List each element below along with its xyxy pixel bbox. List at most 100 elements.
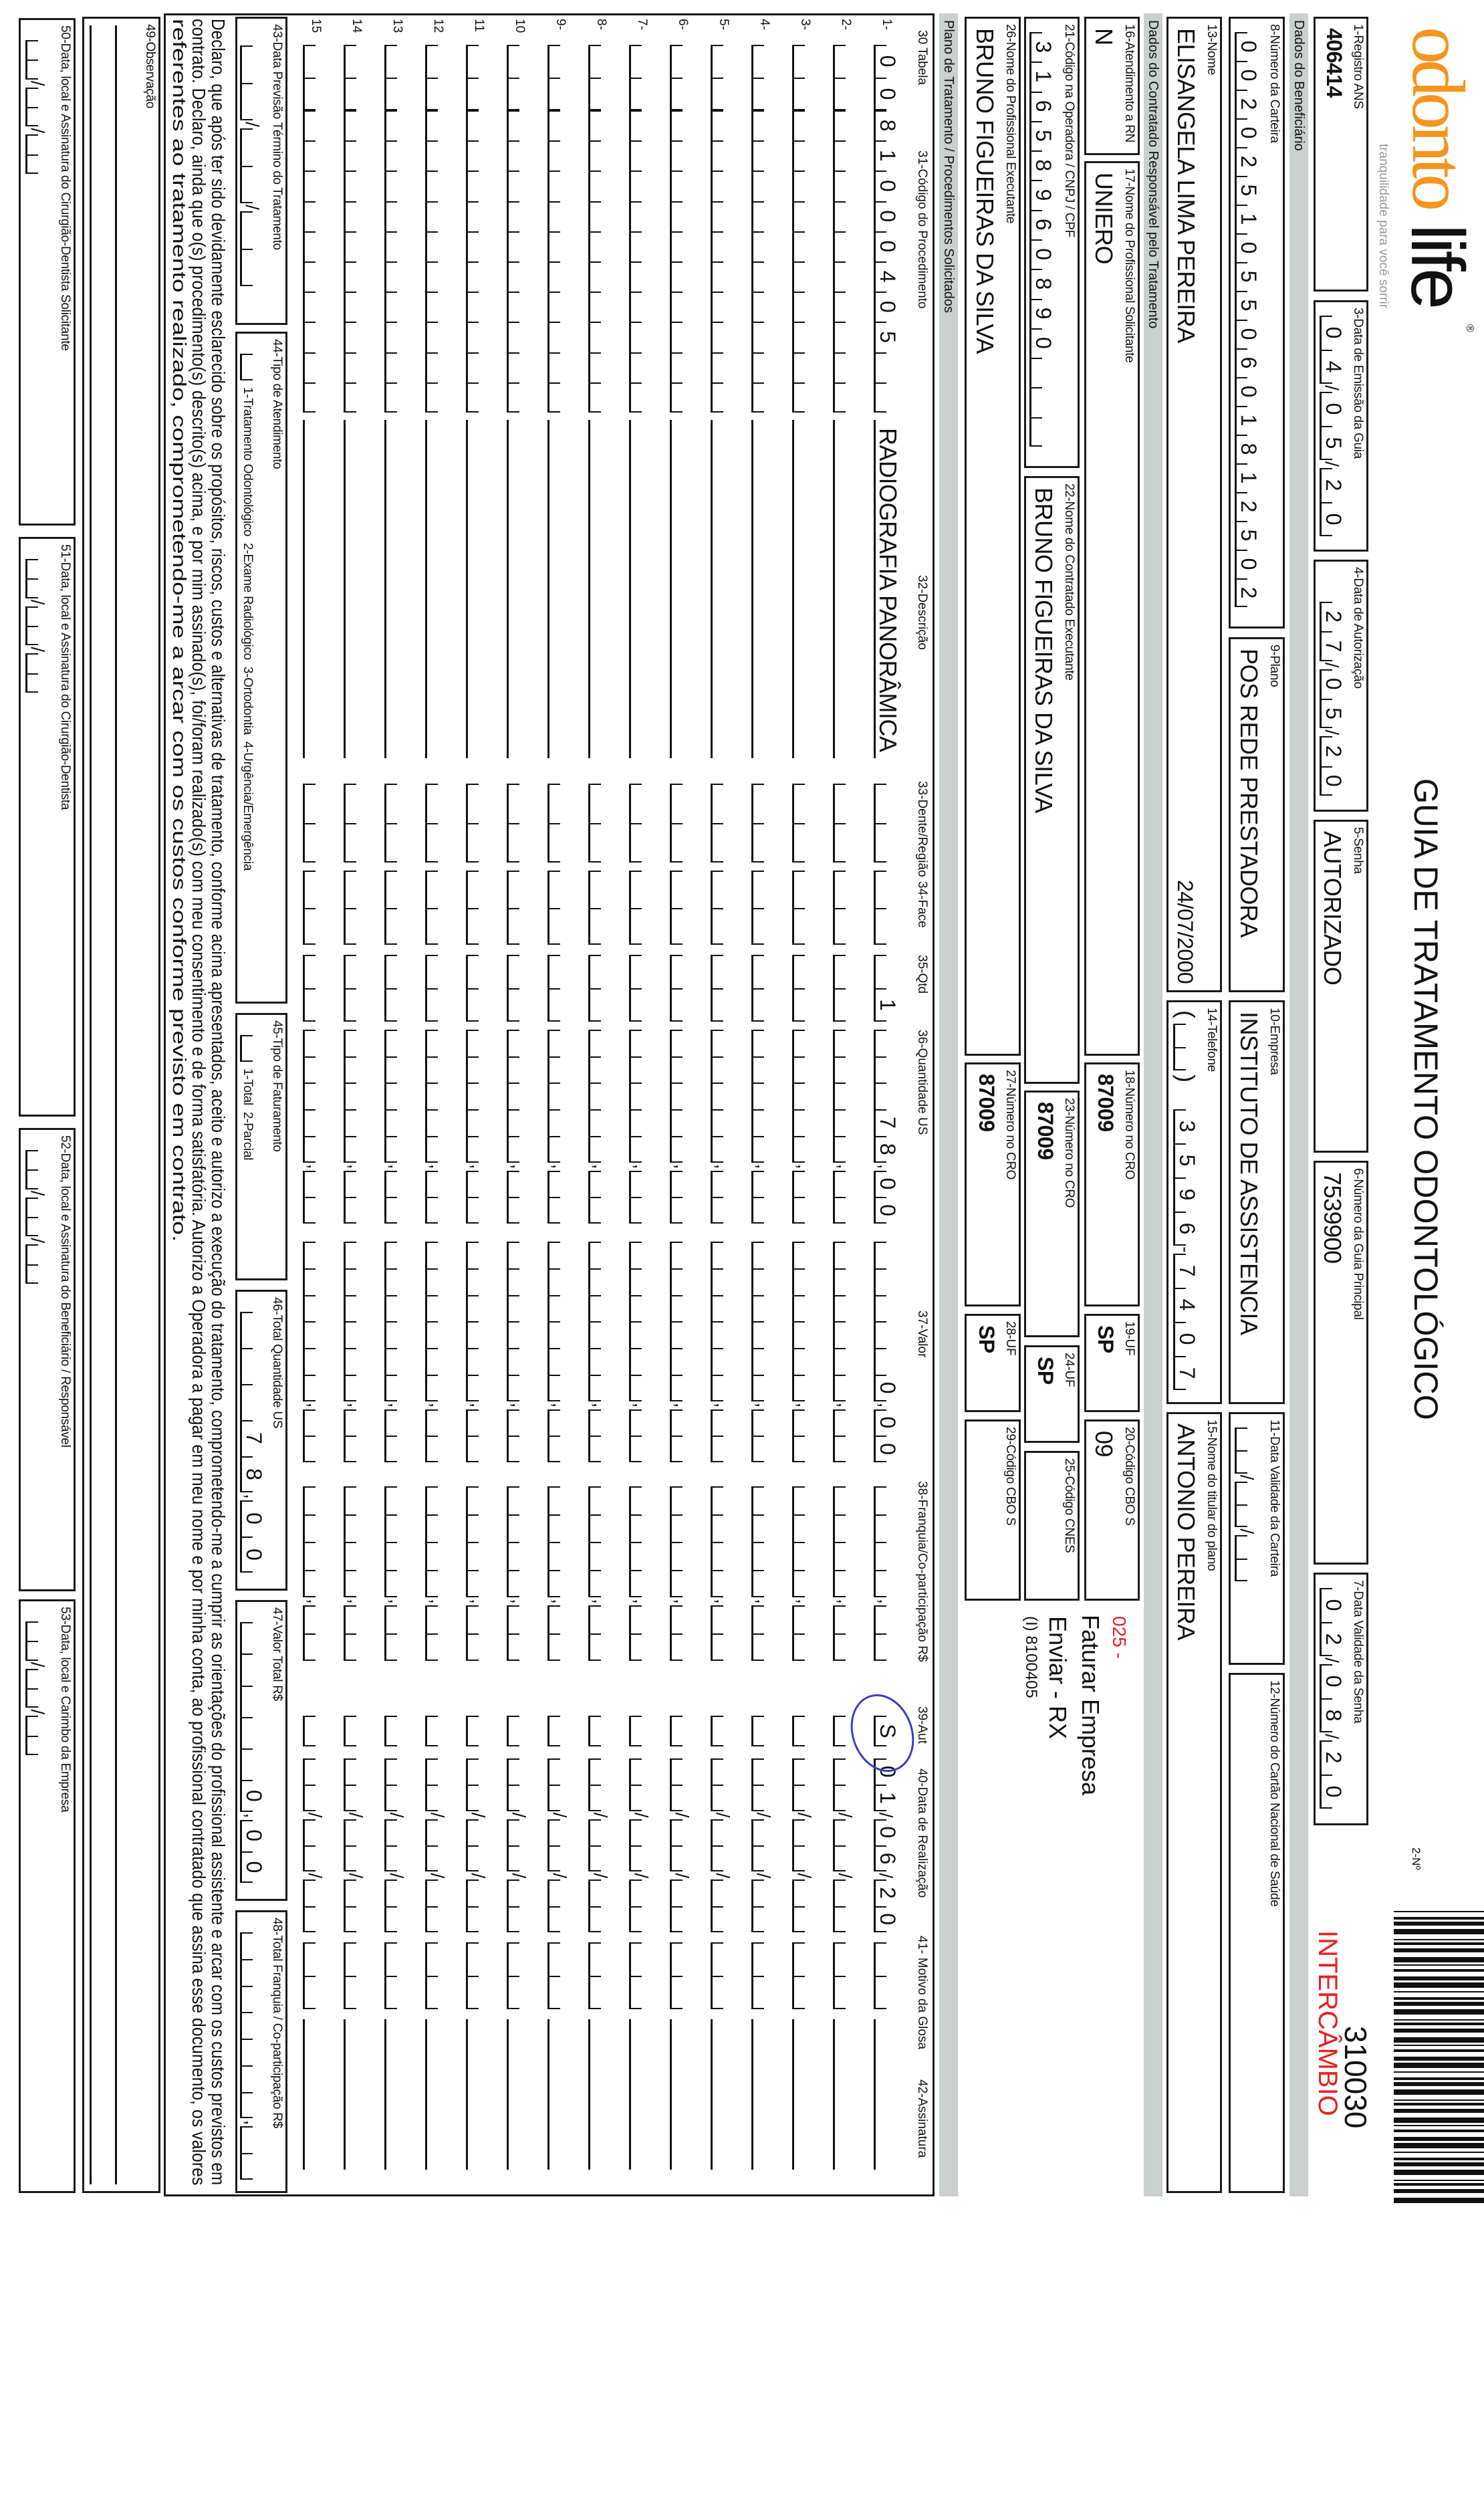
cell-group-valor[interactable]: , xyxy=(588,1242,616,1462)
cell-group-quantidade-us[interactable]: , xyxy=(792,1030,820,1224)
cell-group-qtd[interactable] xyxy=(303,955,330,1022)
cell-group-aut[interactable] xyxy=(711,1716,738,1746)
cell-group-aut[interactable] xyxy=(751,1716,779,1746)
cell-group-qtd[interactable] xyxy=(588,955,616,1022)
field-senha[interactable]: 5-Senha AUTORIZADO xyxy=(1314,820,1368,1153)
cell-group-franquia[interactable]: , xyxy=(711,1486,738,1661)
field-titular[interactable]: 15-Nome do titular do plano ANTONIO PERE… xyxy=(1166,1412,1222,2193)
cell-group-aut[interactable] xyxy=(507,1716,534,1746)
cell-group-valor[interactable]: , xyxy=(466,1242,493,1462)
cell-group-glosa[interactable] xyxy=(344,1942,371,2009)
cell-group-glosa[interactable] xyxy=(629,1942,656,2009)
cell-group-codigo[interactable] xyxy=(833,110,860,413)
digit-cells[interactable]: / / xyxy=(240,45,267,286)
cell-group-data-realizacao[interactable]: / / xyxy=(344,1758,371,1932)
cell-group-aut[interactable] xyxy=(303,1716,330,1746)
cell-group-glosa[interactable] xyxy=(670,1942,697,2009)
cell-group-valor[interactable]: , xyxy=(425,1242,453,1462)
cell-group-data-realizacao[interactable]: / / xyxy=(384,1758,412,1932)
cell-group-dente[interactable] xyxy=(547,784,575,863)
cell-group-qtd[interactable] xyxy=(833,955,860,1022)
cell-group-face[interactable] xyxy=(833,871,860,945)
field-registro-ans[interactable]: 1-Registro ANS 406414 xyxy=(1314,17,1368,292)
procedure-description[interactable]: RADIOGRAFIA PANORÂMICA xyxy=(874,428,902,752)
cell-group-qtd[interactable] xyxy=(466,955,493,1022)
cell-group-quantidade-us[interactable]: , xyxy=(303,1030,330,1224)
cell-group-glosa[interactable] xyxy=(547,1942,575,2009)
signature-beneficiario[interactable]: 52-Data, local e Assinatura do Beneficiá… xyxy=(19,1128,76,1591)
cell-group-quantidade-us[interactable]: , xyxy=(507,1030,534,1224)
cell-group-qtd[interactable] xyxy=(670,955,697,1022)
cell-group-franquia[interactable]: , xyxy=(833,1486,860,1661)
digit-cells[interactable]: / / xyxy=(25,1150,53,1284)
cell-group-glosa[interactable] xyxy=(507,1942,534,2009)
cell-group-quantidade-us[interactable]: , xyxy=(711,1030,738,1224)
cell-group-tabela[interactable] xyxy=(507,45,534,110)
cell-group-franquia[interactable]: , xyxy=(629,1486,656,1661)
cell-group-aut[interactable] xyxy=(466,1716,493,1746)
cell-group-franquia[interactable]: , xyxy=(792,1486,820,1661)
cell-group-aut[interactable] xyxy=(547,1716,575,1746)
cell-group-valor[interactable]: , xyxy=(344,1242,371,1462)
field-profissional-solicitante[interactable]: 17-Nome do Profissional Solicitante UNIE… xyxy=(1084,161,1140,1056)
field-cnes[interactable]: 25-Código CNES xyxy=(1024,1451,1080,1601)
cell-group-tabela[interactable] xyxy=(303,45,330,110)
cell-group-glosa[interactable] xyxy=(874,1942,901,2009)
field-guia-principal[interactable]: 6-Número da Guia Principal 7539900 xyxy=(1314,1161,1368,1565)
field-total-franquia[interactable]: 48-Total Franquia / Co-participação R$ , xyxy=(235,1910,287,2193)
cell-group-face[interactable] xyxy=(425,871,453,945)
cell-group-data-realizacao[interactable]: / / xyxy=(588,1758,616,1932)
cell-group-dente[interactable] xyxy=(711,784,738,863)
cell-group-qtd[interactable] xyxy=(547,955,575,1022)
cell-group-valor[interactable]: , xyxy=(711,1242,738,1462)
cell-group-dente[interactable] xyxy=(425,784,453,863)
cell-group-face[interactable] xyxy=(792,871,820,945)
cell-group-face[interactable] xyxy=(874,871,901,945)
cell-group-codigo[interactable] xyxy=(711,110,738,413)
cell-group-glosa[interactable] xyxy=(792,1942,820,2009)
cell-group-qtd[interactable] xyxy=(344,955,371,1022)
field-uf-solicitante[interactable]: 19-UF SP xyxy=(1084,1314,1140,1412)
cell-group-face[interactable] xyxy=(466,871,493,945)
field-contratado-executante[interactable]: 22-Nome do Contratado Executante BRUNO F… xyxy=(1024,476,1080,1084)
cell-group-data-realizacao[interactable]: / / xyxy=(466,1758,493,1932)
cell-group-codigo[interactable] xyxy=(792,110,820,413)
cell-group-glosa[interactable] xyxy=(384,1942,412,2009)
digit-cells[interactable]: 0 2/0 8/2 0 xyxy=(1320,1588,1347,1809)
cell-group-glosa[interactable] xyxy=(425,1942,453,2009)
cell-group-face[interactable] xyxy=(303,871,330,945)
cell-group-qtd[interactable] xyxy=(751,955,779,1022)
digit-cells[interactable] xyxy=(240,1035,267,1062)
cell-group-face[interactable] xyxy=(547,871,575,945)
field-profissional-executante[interactable]: 26-Nome do Profissional Executante BRUNO… xyxy=(965,17,1021,1056)
cell-group-codigo[interactable] xyxy=(629,110,656,413)
cell-group-franquia[interactable]: , xyxy=(425,1486,453,1661)
cell-group-quantidade-us[interactable]: , xyxy=(384,1030,412,1224)
cell-group-face[interactable] xyxy=(670,871,697,945)
cell-group-dente[interactable] xyxy=(507,784,534,863)
field-validade-senha[interactable]: 7-Data Validade da Senha 0 2/0 8/2 0 xyxy=(1314,1573,1368,1825)
cell-group-tabela[interactable] xyxy=(466,45,493,110)
cell-group-valor[interactable]: , xyxy=(384,1242,412,1462)
field-cbo-executante[interactable]: 29-Código CBO S xyxy=(965,1419,1021,1601)
cell-group-franquia[interactable]: , xyxy=(507,1486,534,1661)
cell-group-codigo[interactable] xyxy=(344,110,371,413)
cell-group-face[interactable] xyxy=(629,871,656,945)
field-cbo-solicitante[interactable]: 20-Código CBO S 09 xyxy=(1084,1419,1140,1601)
cell-group-tabela[interactable] xyxy=(670,45,697,110)
cell-group-franquia[interactable]: , xyxy=(670,1486,697,1661)
cell-group-codigo[interactable] xyxy=(384,110,412,413)
cell-group-data-realizacao[interactable]: / / xyxy=(792,1758,820,1932)
cell-group-quantidade-us[interactable]: , xyxy=(588,1030,616,1224)
cell-group-qtd[interactable] xyxy=(507,955,534,1022)
cell-group-face[interactable] xyxy=(711,871,738,945)
cell-group-dente[interactable] xyxy=(751,784,779,863)
cell-group-quantidade-us[interactable]: , xyxy=(670,1030,697,1224)
field-nome[interactable]: 13-Nome ELISANGELA LIMA PEREIRA 24/07/20… xyxy=(1166,17,1222,992)
cell-group-dente[interactable] xyxy=(874,784,901,863)
cell-group-franquia[interactable]: , xyxy=(751,1486,779,1661)
